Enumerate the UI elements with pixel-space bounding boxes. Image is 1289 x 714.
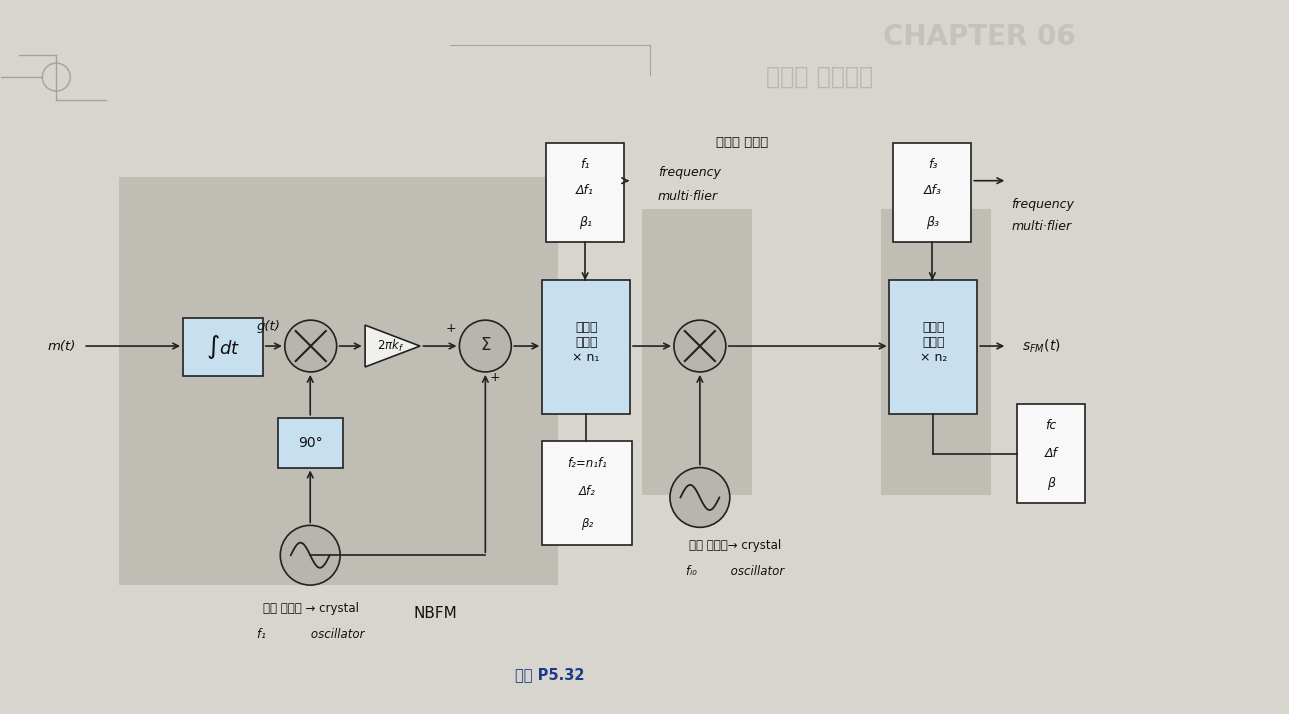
FancyBboxPatch shape bbox=[183, 318, 263, 376]
FancyBboxPatch shape bbox=[1017, 404, 1085, 503]
Text: f₁            oscillator: f₁ oscillator bbox=[257, 628, 365, 641]
FancyBboxPatch shape bbox=[882, 208, 991, 496]
Text: g(t): g(t) bbox=[257, 320, 281, 333]
Text: β₂: β₂ bbox=[581, 517, 593, 530]
FancyBboxPatch shape bbox=[278, 418, 343, 468]
Text: f₁: f₁ bbox=[580, 159, 590, 171]
FancyBboxPatch shape bbox=[642, 208, 751, 496]
Circle shape bbox=[459, 320, 512, 372]
FancyBboxPatch shape bbox=[893, 143, 972, 243]
Text: β₁: β₁ bbox=[579, 216, 592, 229]
FancyBboxPatch shape bbox=[119, 176, 558, 585]
FancyBboxPatch shape bbox=[543, 441, 632, 545]
Circle shape bbox=[674, 320, 726, 372]
Text: +: + bbox=[490, 371, 500, 384]
Text: frequency: frequency bbox=[1011, 198, 1074, 211]
Text: Δf₁: Δf₁ bbox=[576, 184, 594, 197]
Text: $s_{FM}(t)$: $s_{FM}(t)$ bbox=[1022, 337, 1061, 355]
Text: m(t): m(t) bbox=[48, 340, 76, 353]
Text: 그림 P5.32: 그림 P5.32 bbox=[516, 668, 585, 683]
Text: fₗ₀         oscillator: fₗ₀ oscillator bbox=[686, 565, 784, 578]
Text: 90°: 90° bbox=[298, 436, 322, 450]
Text: $\Sigma$: $\Sigma$ bbox=[480, 336, 491, 354]
Text: CHAPTER 06: CHAPTER 06 bbox=[883, 24, 1075, 51]
FancyBboxPatch shape bbox=[547, 143, 624, 243]
Text: Δf₂: Δf₂ bbox=[579, 485, 596, 498]
Text: 수정 발진기→ crystal: 수정 발진기→ crystal bbox=[688, 539, 781, 552]
Text: NBFM: NBFM bbox=[414, 605, 458, 620]
Text: β₃: β₃ bbox=[926, 216, 938, 229]
Text: 주파수 변환기: 주파수 변환기 bbox=[715, 136, 768, 149]
Text: 주파수
체배기
× n₂: 주파수 체배기 × n₂ bbox=[919, 321, 947, 363]
Circle shape bbox=[280, 526, 340, 585]
Text: Δf₃: Δf₃ bbox=[923, 184, 941, 197]
Text: 수정 발진기 → crystal: 수정 발진기 → crystal bbox=[263, 601, 358, 615]
Text: fᴄ: fᴄ bbox=[1045, 419, 1057, 432]
Circle shape bbox=[285, 320, 336, 372]
Text: f₃: f₃ bbox=[928, 159, 937, 171]
Polygon shape bbox=[365, 325, 420, 367]
Text: β: β bbox=[1047, 477, 1056, 490]
Text: 신호와 프로세스: 신호와 프로세스 bbox=[766, 65, 873, 89]
Circle shape bbox=[670, 468, 730, 528]
FancyBboxPatch shape bbox=[889, 281, 977, 414]
Text: +: + bbox=[446, 321, 456, 335]
Text: Δf: Δf bbox=[1044, 447, 1057, 460]
Text: $\int dt$: $\int dt$ bbox=[206, 333, 240, 361]
Text: frequency: frequency bbox=[657, 166, 721, 179]
Text: 주파수
체배기
× n₁: 주파수 체배기 × n₁ bbox=[572, 321, 599, 363]
Text: f₂=n₁f₁: f₂=n₁f₁ bbox=[567, 457, 607, 470]
Text: multi·flier: multi·flier bbox=[657, 190, 718, 203]
Text: multi·flier: multi·flier bbox=[1011, 220, 1071, 233]
FancyBboxPatch shape bbox=[543, 281, 630, 414]
Text: $2\pi k_f$: $2\pi k_f$ bbox=[376, 338, 405, 354]
